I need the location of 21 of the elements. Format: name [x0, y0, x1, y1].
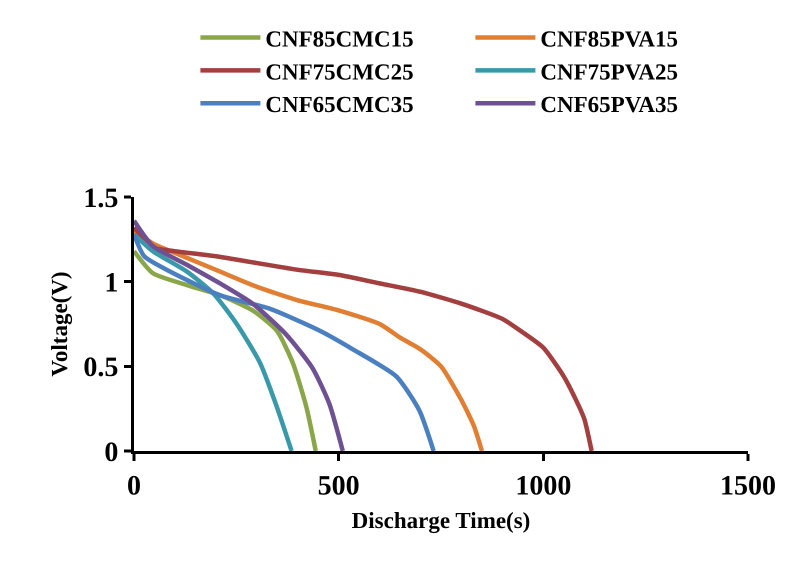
- legend-label: CNF75CMC25: [265, 59, 414, 84]
- y-tick-label: 1.5: [83, 182, 118, 214]
- x-tick-label: 1500: [720, 470, 776, 502]
- x-tick-label: 1000: [515, 470, 572, 502]
- y-tick-label: 0: [104, 436, 118, 468]
- line-series: [134, 225, 594, 451]
- y-tick-label: 1: [104, 267, 118, 298]
- legend-label: CNF85PVA15: [540, 26, 678, 52]
- legend-label: CNF85CMC15: [265, 26, 414, 52]
- line-series: [134, 228, 484, 451]
- line-series: [134, 232, 294, 451]
- y-axis-title: Voltage(V): [46, 271, 73, 377]
- x-tick-label: 500: [318, 470, 360, 502]
- legend-label: CNF65CMC35: [265, 92, 414, 118]
- line-series: [134, 218, 346, 451]
- x-axis-title: Discharge Time(s): [352, 508, 530, 534]
- y-tick-label: 0.5: [83, 352, 118, 384]
- line-series: [134, 232, 436, 451]
- x-tick-label: 0: [127, 470, 141, 502]
- legend-label: CNF75PVA25: [540, 59, 678, 84]
- legend-label: CNF65PVA35: [540, 92, 678, 118]
